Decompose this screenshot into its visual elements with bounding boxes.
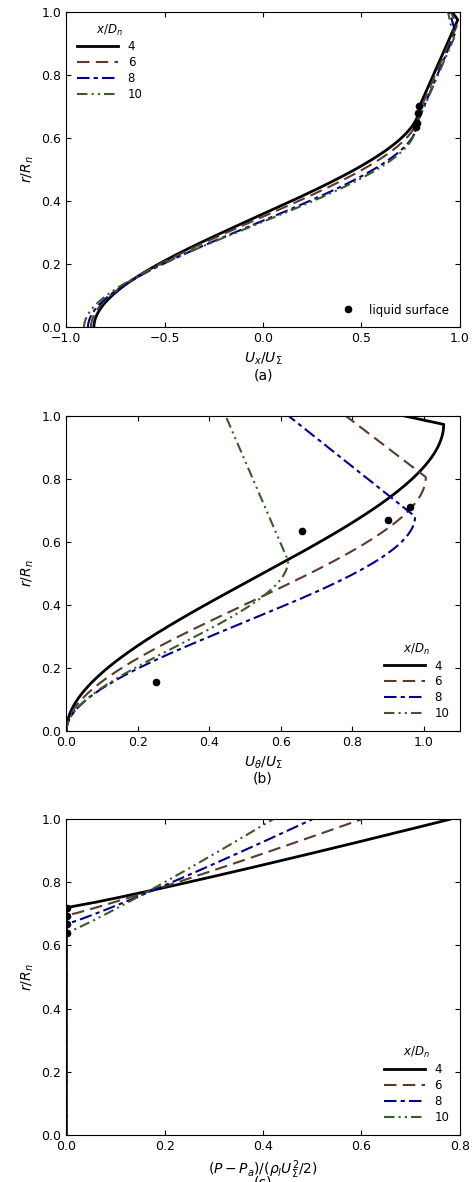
- Legend: 4, 6, 8, 10: 4, 6, 8, 10: [379, 637, 454, 725]
- Y-axis label: $r/R_n$: $r/R_n$: [19, 963, 36, 991]
- Legend: liquid surface: liquid surface: [331, 299, 454, 322]
- Legend: 4, 6, 8, 10: 4, 6, 8, 10: [379, 1040, 454, 1129]
- Text: (c): (c): [254, 1176, 273, 1182]
- Y-axis label: $r/R_n$: $r/R_n$: [19, 559, 36, 587]
- Text: (a): (a): [253, 369, 273, 382]
- X-axis label: $U_x/U_\Sigma$: $U_x/U_\Sigma$: [244, 351, 283, 368]
- X-axis label: $U_\theta/U_\Sigma$: $U_\theta/U_\Sigma$: [244, 754, 283, 771]
- Text: (b): (b): [253, 772, 273, 786]
- Y-axis label: $r/R_n$: $r/R_n$: [19, 156, 36, 183]
- X-axis label: $(P-P_a)/(\rho_l U_\Sigma^2/2)$: $(P-P_a)/(\rho_l U_\Sigma^2/2)$: [208, 1158, 318, 1181]
